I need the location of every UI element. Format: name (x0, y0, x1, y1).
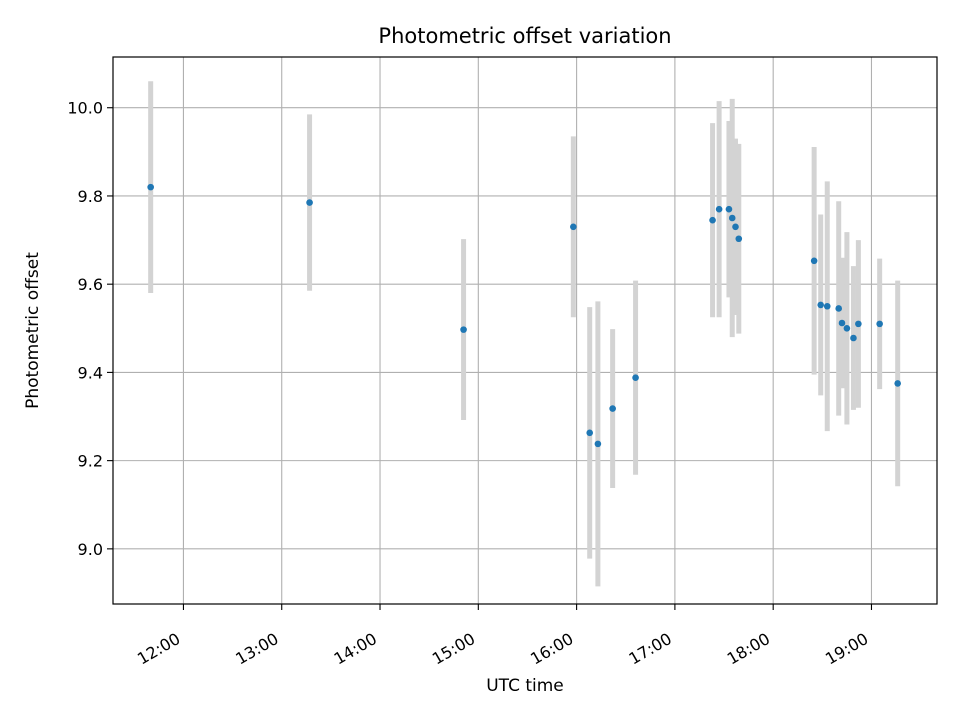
data-point (850, 334, 857, 342)
plot-frame (112, 56, 938, 605)
data-point (570, 223, 577, 231)
data-point (632, 374, 639, 382)
y-tick-label: 9.2 (78, 452, 103, 471)
data-point (306, 199, 313, 206)
data-point (728, 214, 736, 222)
y-axis-title: Photometric offset (23, 252, 43, 409)
data-point (735, 235, 743, 243)
chart-title: Photometric offset variation (378, 24, 671, 48)
data-point (876, 320, 883, 328)
data-point (843, 324, 851, 332)
data-point (838, 319, 846, 327)
data-point (147, 183, 154, 191)
data-point (894, 380, 901, 387)
data-point (835, 305, 843, 312)
data-point (709, 216, 716, 224)
data-point (855, 320, 862, 328)
x-axis-title: UTC time (486, 676, 564, 696)
data-point (586, 429, 594, 437)
data-point (817, 301, 824, 309)
y-tick-label: 9.0 (78, 540, 103, 559)
data-point (460, 326, 467, 333)
y-axis-ticks: 9.0 9.2 9.4 9.6 9.8 10.0 (67, 99, 113, 559)
data-point (715, 205, 723, 213)
data-point (594, 440, 602, 448)
data-point (725, 205, 733, 213)
y-tick-label: 9.6 (78, 275, 103, 294)
data-points (147, 183, 901, 448)
data-point (609, 405, 616, 412)
data-point (823, 302, 831, 310)
data-point (810, 257, 818, 265)
y-tick-label: 10.0 (67, 99, 103, 118)
y-tick-label: 9.8 (78, 187, 103, 206)
y-tick-label: 9.4 (78, 363, 103, 382)
grid (113, 57, 937, 604)
data-point (732, 223, 739, 231)
